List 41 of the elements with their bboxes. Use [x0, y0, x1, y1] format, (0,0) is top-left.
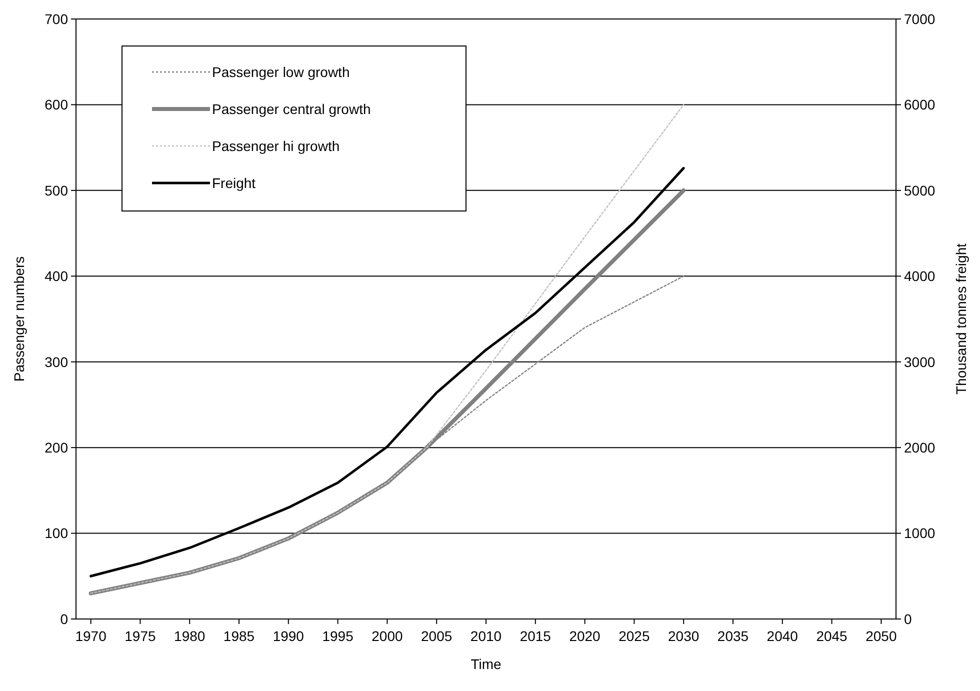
x-tick-label: 2025 — [618, 628, 650, 644]
y-tick-label: 100 — [44, 525, 68, 542]
legend-label: Passenger low growth — [212, 64, 350, 80]
y-tick-label: 300 — [44, 354, 68, 370]
y2-tick-label: 0 — [904, 610, 912, 627]
y2-tick-label: 6000 — [904, 96, 936, 113]
y2-axis-title: Thousand tonnes freight — [953, 243, 969, 394]
x-tick-label: 1985 — [223, 628, 255, 644]
x-tick-label: 2030 — [668, 628, 700, 644]
y2-tick-label: 1000 — [904, 525, 936, 542]
x-tick-label: 1995 — [322, 628, 354, 644]
y2-tick-label: 7000 — [904, 10, 936, 27]
y-axis-title: Passenger numbers — [11, 256, 27, 382]
x-tick-label: 1975 — [124, 628, 156, 644]
x-tick-label: 2000 — [372, 628, 403, 644]
x-tick-label: 2035 — [717, 628, 749, 644]
x-tick-label: 2015 — [520, 628, 552, 644]
y2-tick-label: 5000 — [904, 182, 936, 198]
y-tick-label: 200 — [44, 439, 68, 456]
line-series — [90, 104, 684, 594]
y-tick-label: 700 — [44, 10, 68, 27]
x-tick-label: 2045 — [816, 628, 848, 644]
x-tick-label: 2050 — [866, 628, 897, 644]
x-tick-label: 1980 — [174, 628, 206, 644]
x-tick-label: 1970 — [75, 628, 107, 644]
y-tick-label: 400 — [44, 268, 68, 284]
legend-label: Freight — [212, 174, 256, 191]
legend-label: Passenger central growth — [212, 100, 371, 117]
x-axis-title: Time — [470, 656, 502, 672]
y2-tick-label: 2000 — [904, 439, 936, 456]
x-tick-label: 2020 — [569, 628, 601, 644]
y-tick-label: 500 — [44, 182, 68, 198]
x-tick-label: 1990 — [272, 628, 304, 644]
x-tick-label: 2040 — [766, 628, 798, 644]
y-tick-label: 600 — [44, 96, 68, 113]
x-tick-label: 2005 — [421, 628, 452, 644]
y2-tick-label: 3000 — [904, 354, 936, 370]
legend-label: Passenger hi growth — [212, 138, 340, 154]
y-tick-label: 0 — [60, 610, 68, 627]
y2-tick-label: 4000 — [904, 268, 936, 284]
x-tick-label: 2010 — [470, 628, 502, 644]
